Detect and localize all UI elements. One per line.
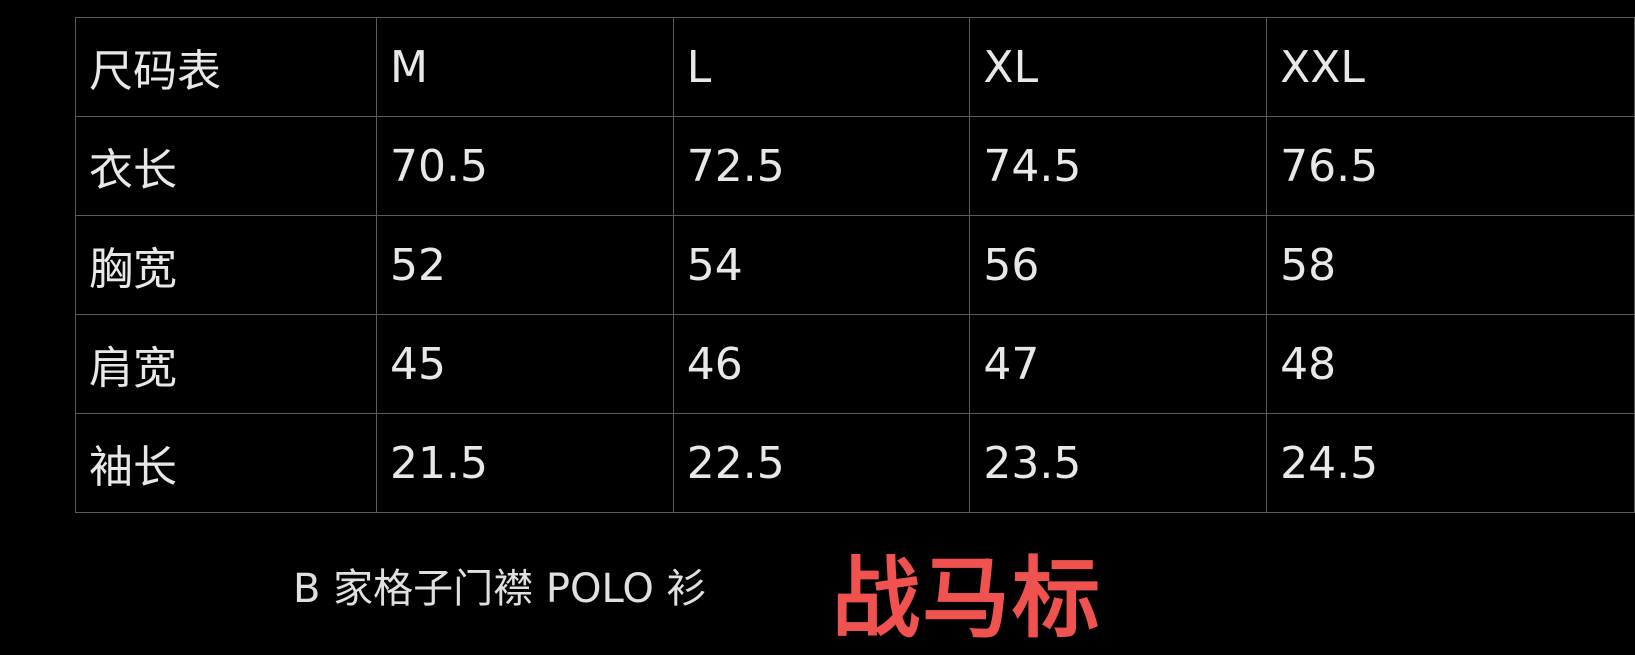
value-cell: 72.5 [672,116,971,216]
brand-label: 战马标 [832,547,1103,650]
value-cell: 52 [376,215,674,315]
table-row: 衣长 70.5 72.5 74.5 76.5 [74,116,1635,216]
measurement-label-cell: 肩宽 [74,314,378,414]
size-header-cell: XXL [1266,17,1635,117]
value-cell: 47 [969,314,1268,414]
header-row: 尺码表 M L XL XXL [74,17,1635,117]
measurement-label-cell: 衣长 [74,116,378,216]
value-cell: 23.5 [969,413,1268,513]
value-cell: 74.5 [969,116,1268,216]
size-header-cell: L [672,17,971,117]
table-row: 胸宽 52 54 56 58 [74,215,1635,315]
measurement-label-cell: 胸宽 [74,215,378,315]
size-chart-table: 尺码表 M L XL XXL 衣长 70.5 72.5 74.5 76.5 胸宽 52 54 56 58 肩宽… [74,17,1635,513]
table-row: 肩宽 45 46 47 48 [74,314,1635,414]
value-cell: 54 [672,215,971,315]
value-cell: 48 [1266,314,1635,414]
product-caption: B 家格子门襟 POLO 衫 [293,566,707,612]
value-cell: 56 [969,215,1268,315]
value-cell: 58 [1266,215,1635,315]
value-cell: 70.5 [376,116,674,216]
table-title-cell: 尺码表 [74,17,378,117]
size-header-cell: M [376,17,674,117]
value-cell: 46 [672,314,971,414]
size-header-cell: XL [969,17,1268,117]
value-cell: 22.5 [672,413,971,513]
value-cell: 21.5 [376,413,674,513]
value-cell: 45 [376,314,674,414]
measurement-label-cell: 袖长 [74,413,378,513]
value-cell: 76.5 [1266,116,1635,216]
table-row: 袖长 21.5 22.5 23.5 24.5 [74,413,1635,513]
value-cell: 24.5 [1266,413,1635,513]
